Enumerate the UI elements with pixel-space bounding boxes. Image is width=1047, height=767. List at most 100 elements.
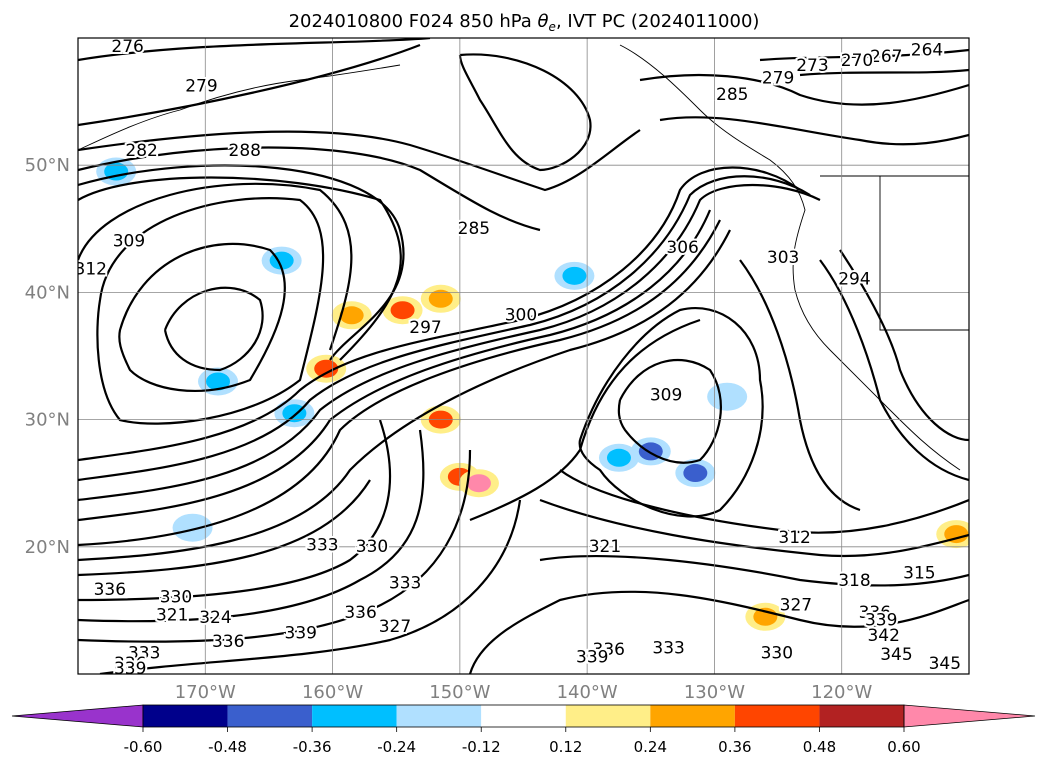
colorbar-segment: [819, 705, 904, 727]
colorbar-segment: [565, 705, 651, 727]
theta-e-contour: [78, 38, 431, 62]
contour-label: 309: [113, 232, 145, 252]
longitude-tick-label: 160°W: [302, 682, 363, 703]
colorbar: [11, 704, 1036, 728]
contour-label: 345: [929, 654, 961, 674]
contour-label: 309: [650, 385, 682, 405]
contour-label: 276: [111, 37, 143, 57]
ivt-shade-core: [683, 464, 708, 483]
contour-label: 264: [911, 41, 943, 61]
chart-title: 2024010800 F024 850 hPa θe, IVT PC (2024…: [289, 11, 760, 34]
longitude-tick-label: 150°W: [429, 682, 490, 703]
contour-label: 267: [870, 47, 902, 67]
colorbar-frame: [142, 704, 905, 728]
colorbar-tick-label: -0.12: [462, 738, 501, 756]
contour-label: 300: [505, 305, 537, 325]
theta-e-contour: [78, 175, 811, 482]
colorbar-segment: [312, 705, 397, 727]
map-frame: [77, 37, 970, 675]
contour-label: 303: [767, 248, 799, 268]
theta-e-contour: [99, 499, 522, 674]
contour-label: 333: [128, 644, 160, 664]
colorbar-tick-label: 0.12: [549, 738, 582, 756]
map-plot-area: 276 279 282 288 285 309 312 297 300 306 303 294 264 2…: [77, 37, 970, 679]
colorbar-segment: [650, 705, 735, 727]
theta-e-contour: [739, 259, 861, 512]
contour-label: 333: [389, 574, 421, 594]
theta-e-contour: [819, 259, 969, 482]
theta-e-contour: [78, 146, 541, 232]
colorbar-extend-max: [903, 704, 1036, 728]
contour-label: 336: [114, 654, 146, 674]
contour-label: 327: [379, 617, 411, 637]
ivt-shade-core: [466, 474, 491, 493]
longitude-tick-labels: 170°W 160°W 150°W 140°W 130°W 120°W: [175, 682, 873, 703]
contour-label: 282: [125, 141, 157, 161]
theta-e-contour: [118, 242, 286, 392]
colorbar-tick-label: -0.36: [293, 738, 332, 756]
theta-e-contour: [78, 164, 405, 361]
contour-label: 270: [841, 51, 873, 71]
theta-e-contour: [96, 197, 325, 425]
contour-label: 273: [796, 56, 828, 76]
ivt-shade-core: [944, 525, 969, 544]
contour-label: 330: [761, 644, 793, 664]
theta-e-contour: [78, 183, 821, 502]
latitude-tick-label: 20°N: [25, 537, 70, 558]
ivt-shade-core: [606, 448, 631, 467]
contour-label-layer: 276 279 282 288 285 309 312 297 300 306 303 294 264 2…: [78, 37, 963, 679]
contour-label: 333: [652, 639, 684, 659]
theta-e-contour: [468, 590, 969, 674]
ivt-shade-core: [206, 372, 231, 391]
contour-label: 312: [778, 528, 810, 548]
coastline: [78, 64, 401, 151]
ivt-shade-core: [390, 301, 415, 320]
contour-label: 321: [589, 537, 621, 557]
theta-e-contour: [617, 358, 722, 464]
longitude-tick-label: 140°W: [557, 682, 618, 703]
colorbar-segment: [734, 705, 820, 727]
colorbar-tick-label: -0.48: [208, 738, 247, 756]
ivt-shade-core: [339, 306, 364, 325]
theta-e-contour: [78, 182, 353, 351]
contour-label: 321: [589, 537, 621, 557]
colorbar-extend-min: [11, 704, 144, 728]
contour-label: 321: [156, 605, 188, 625]
coastline: [619, 44, 961, 471]
latitude-tick-label: 40°N: [25, 282, 70, 303]
contour-label: 336: [859, 603, 891, 623]
contour-label: 327: [780, 595, 812, 615]
ivt-shade-core: [428, 289, 453, 308]
contour-label: 297: [409, 318, 441, 338]
colorbar-tick-label: -0.60: [124, 738, 163, 756]
theta-e-contour: [78, 419, 392, 602]
colorbar-segment: [481, 705, 566, 727]
contour-label: 330: [160, 588, 192, 608]
contour-label: 330: [356, 537, 388, 557]
lat-lon-grid: [78, 38, 969, 674]
latitude-tick-labels: 20°N 30°N 40°N 50°N: [25, 155, 70, 558]
colorbar-segment: [227, 705, 313, 727]
contour-label: 345: [880, 645, 912, 665]
colorbar-tick-label: 0.24: [634, 738, 667, 756]
longitude-tick-label: 170°W: [175, 682, 236, 703]
theta-e-contour: [559, 469, 969, 534]
ivt-shade-core: [562, 266, 587, 285]
theta-e-contour: [78, 479, 371, 577]
contour-label: 339: [114, 659, 146, 679]
theta-e-contour: [639, 73, 969, 106]
longitude-tick-label: 120°W: [811, 682, 872, 703]
colorbar-tick-label: 0.36: [718, 738, 751, 756]
theta-e-contour: [78, 229, 731, 562]
contour-label: 336: [94, 580, 126, 600]
contour-label: 333: [306, 536, 338, 556]
theta-e-contour: [78, 429, 425, 623]
state-border: [879, 176, 969, 331]
theta-e-contour: [578, 307, 764, 518]
colorbar-segment: [396, 705, 482, 727]
ivt-shade-core: [180, 518, 205, 537]
contour-label: 318: [838, 571, 870, 591]
longitude-tick-label: 130°W: [684, 682, 745, 703]
theta-e-contour: [163, 286, 264, 372]
contour-label: 324: [199, 608, 231, 628]
